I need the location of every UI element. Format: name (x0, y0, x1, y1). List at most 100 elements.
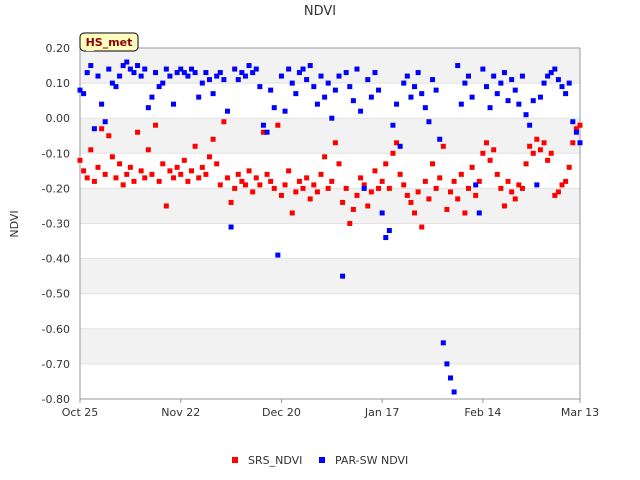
data-point (336, 161, 341, 166)
data-point (520, 186, 525, 191)
data-point (326, 81, 331, 86)
data-point (545, 158, 550, 163)
data-point (167, 74, 172, 79)
data-point (376, 88, 381, 93)
data-point (491, 74, 496, 79)
data-point (570, 140, 575, 145)
data-point (99, 102, 104, 107)
data-point (437, 175, 442, 180)
y-axis: 0.20 0.10 0.00 -0.10 -0.20 -0.30 -0.40 -0.50 -0.… (42, 42, 70, 406)
data-point (214, 161, 219, 166)
data-point (462, 210, 467, 215)
data-point (448, 375, 453, 380)
data-point (369, 95, 374, 100)
data-point (434, 88, 439, 93)
data-point (203, 70, 208, 75)
data-point (452, 389, 457, 394)
data-point (225, 175, 230, 180)
data-point (279, 193, 284, 198)
data-point (491, 147, 496, 152)
data-point (92, 126, 97, 131)
data-point (563, 91, 568, 96)
data-point (311, 84, 316, 89)
data-point (430, 77, 435, 82)
grid-band (80, 48, 580, 83)
data-point (207, 154, 212, 159)
legend-label: SRS_NDVI (248, 454, 302, 467)
data-point (495, 172, 500, 177)
data-point (121, 182, 126, 187)
data-point (106, 67, 111, 72)
y-tick-label: 0.10 (46, 77, 71, 90)
data-point (434, 186, 439, 191)
data-point (333, 140, 338, 145)
data-point (85, 70, 90, 75)
data-point (257, 84, 262, 89)
data-point (498, 186, 503, 191)
data-point (452, 179, 457, 184)
data-point (293, 189, 298, 194)
data-point (372, 70, 377, 75)
data-point (225, 109, 230, 114)
data-point (567, 165, 572, 170)
data-point (193, 144, 198, 149)
data-point (574, 130, 579, 135)
grid-band (80, 259, 580, 294)
data-point (275, 253, 280, 258)
data-point (387, 228, 392, 233)
site-badge-label: HS_met (86, 36, 133, 49)
data-point (416, 70, 421, 75)
data-point (308, 63, 313, 68)
data-point (466, 74, 471, 79)
data-point (103, 172, 108, 177)
data-point (419, 91, 424, 96)
data-point (480, 151, 485, 156)
data-point (322, 95, 327, 100)
data-point (279, 74, 284, 79)
data-point (117, 161, 122, 166)
data-point (488, 105, 493, 110)
data-point (347, 84, 352, 89)
data-point (146, 147, 151, 152)
data-point (211, 137, 216, 142)
data-point (103, 119, 108, 124)
y-axis-label: NDVI (8, 210, 21, 237)
x-axis: Oct 25 Nov 22 Dec 20 Jan 17 Feb 14 Mar 13 (62, 399, 599, 419)
legend-swatch (319, 457, 325, 463)
data-point (516, 102, 521, 107)
data-point (200, 81, 205, 86)
data-point (164, 203, 169, 208)
data-point (408, 95, 413, 100)
data-point (139, 74, 144, 79)
data-point (229, 225, 234, 230)
data-point (124, 60, 129, 65)
data-point (322, 154, 327, 159)
data-point (542, 81, 547, 86)
data-point (578, 140, 583, 145)
data-point (286, 168, 291, 173)
data-point (401, 81, 406, 86)
data-point (412, 84, 417, 89)
data-point (524, 112, 529, 117)
data-point (426, 119, 431, 124)
data-point (473, 182, 478, 187)
data-point (412, 210, 417, 215)
data-point (567, 81, 572, 86)
data-point (365, 77, 370, 82)
data-point (236, 77, 241, 82)
data-point (178, 172, 183, 177)
data-point (419, 225, 424, 230)
data-point (506, 98, 511, 103)
data-point (423, 105, 428, 110)
data-point (347, 221, 352, 226)
data-point (146, 105, 151, 110)
data-point (329, 116, 334, 121)
data-point (470, 165, 475, 170)
data-point (430, 161, 435, 166)
data-point (401, 182, 406, 187)
data-point (113, 175, 118, 180)
data-point (527, 144, 532, 149)
data-point (200, 165, 205, 170)
data-point (390, 151, 395, 156)
